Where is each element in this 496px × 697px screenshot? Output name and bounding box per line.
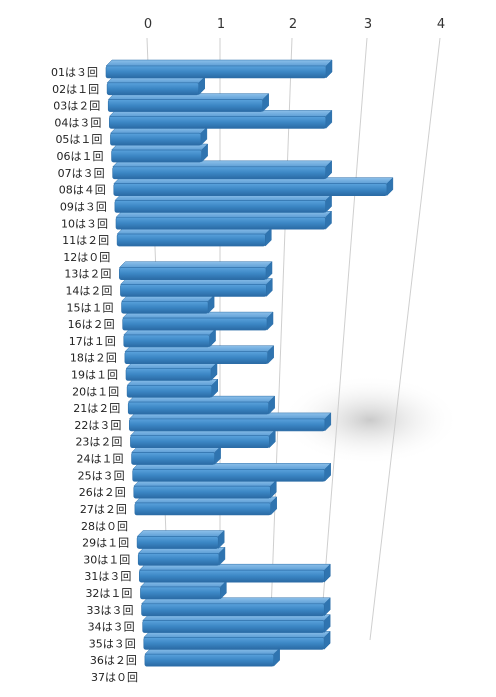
bar [129, 429, 276, 449]
bar [113, 177, 394, 197]
category-labels: 37は０回 36は２回 35は３回 34は３回 33は３回 32は１回 31は３回 30は１回… [51, 66, 138, 684]
bar [139, 580, 227, 600]
category-label: 01は３回 [51, 66, 98, 79]
bar [118, 261, 273, 281]
category-label: 23は２回 [75, 436, 122, 449]
x-tick-label: 3 [364, 17, 372, 32]
bar [144, 647, 281, 667]
x-axis-ticks: 0 1 2 3 4 [144, 17, 445, 32]
bar [114, 193, 333, 214]
category-label: 19は１回 [71, 369, 118, 382]
bar [124, 345, 275, 365]
x-tick-label: 2 [289, 17, 297, 32]
bar [109, 126, 208, 146]
bar [136, 529, 225, 550]
category-label: 36は２回 [90, 654, 137, 667]
bar [110, 143, 209, 163]
gridline [369, 37, 441, 641]
bar [133, 479, 277, 499]
shadow-blob [280, 375, 460, 465]
category-label: 29は１回 [82, 537, 129, 550]
category-label: 03は２回 [53, 100, 100, 113]
category-label: 22は３回 [74, 419, 121, 432]
category-label: 07は３回 [58, 167, 105, 180]
bar [119, 277, 273, 298]
gridline [269, 37, 293, 641]
category-label: 13は２回 [64, 268, 111, 281]
category-label: 34は３回 [88, 621, 135, 634]
category-label: 32は１回 [85, 587, 132, 600]
bar [116, 227, 272, 247]
chart-shadow [280, 375, 460, 465]
bar [137, 546, 226, 566]
bar [112, 160, 333, 180]
bar [140, 597, 331, 617]
bar [107, 93, 270, 113]
category-label: 14は２回 [65, 284, 112, 297]
category-label: 06は１回 [57, 150, 104, 163]
bar [130, 445, 222, 466]
category-label: 04は３回 [54, 116, 101, 129]
bar [106, 76, 206, 96]
bar [115, 210, 333, 230]
bar [126, 378, 219, 398]
category-label: 30は１回 [83, 553, 130, 566]
gridline [319, 37, 368, 641]
category-label: 27は２回 [80, 503, 127, 516]
category-label: 26は２回 [79, 486, 126, 499]
category-label: 33は３回 [87, 604, 134, 617]
bar [138, 563, 331, 583]
bar [128, 412, 332, 432]
x-tick-label: 4 [437, 17, 445, 32]
category-label: 15は１回 [67, 301, 114, 314]
category-label: 18は２回 [70, 352, 117, 365]
bar [123, 328, 217, 348]
category-label: 35は３回 [89, 637, 136, 650]
category-label: 17は１回 [69, 335, 116, 348]
category-label: 28は０回 [81, 520, 128, 533]
bar [132, 462, 332, 482]
category-label: 02は１回 [52, 83, 99, 96]
category-label: 20は１回 [72, 385, 119, 398]
bar [142, 613, 331, 634]
category-label: 08は４回 [59, 184, 106, 197]
bar [134, 496, 278, 516]
category-label: 24は１回 [77, 453, 124, 466]
bar [127, 395, 276, 415]
category-label: 16は２回 [68, 318, 115, 331]
category-label: 25は３回 [78, 469, 125, 482]
category-label: 31は３回 [84, 570, 131, 583]
bars [105, 59, 394, 667]
bar [105, 59, 333, 79]
bar [125, 361, 218, 382]
category-label: 10は３回 [61, 217, 108, 230]
bar [108, 109, 333, 130]
bar [122, 311, 274, 331]
x-tick-label: 1 [217, 17, 225, 32]
x-tick-label: 0 [144, 17, 152, 32]
category-label: 05は１回 [55, 133, 102, 146]
bar [143, 630, 331, 650]
category-label: 12は０回 [63, 251, 110, 264]
category-label: 09は３回 [60, 200, 107, 213]
bar [120, 294, 215, 314]
category-label: 11は２回 [62, 234, 109, 247]
category-label: 37は０回 [91, 671, 138, 684]
category-label: 21は２回 [73, 402, 120, 415]
